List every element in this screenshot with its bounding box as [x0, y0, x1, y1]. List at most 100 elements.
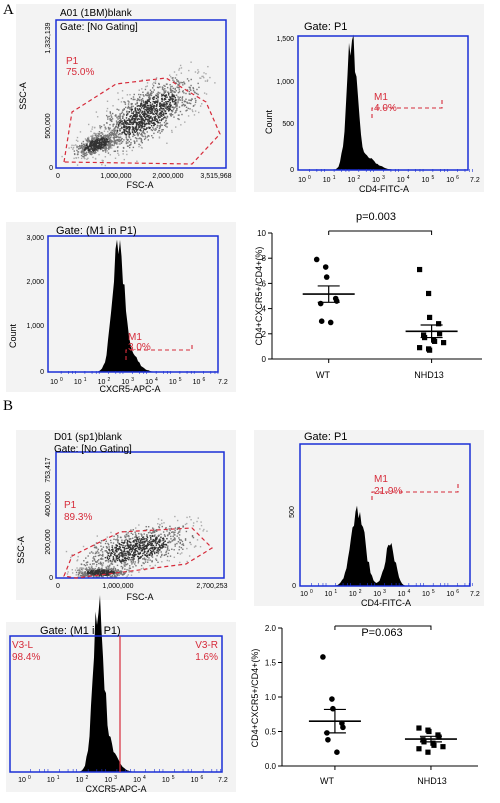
event-dot [171, 100, 174, 102]
event-dot [114, 150, 117, 152]
event-dot [161, 86, 164, 88]
event-dot [139, 96, 141, 99]
event-dot [142, 562, 144, 564]
event-dot [122, 146, 125, 149]
event-dot [92, 149, 94, 152]
event-dot [105, 138, 108, 140]
event-dot [168, 92, 170, 95]
event-dot [184, 523, 187, 526]
event-dot [114, 140, 116, 142]
event-dot [176, 108, 178, 110]
event-dot [136, 119, 139, 121]
a3-xtick: 10 [74, 379, 82, 386]
event-dot [85, 146, 87, 149]
flow-plot-b2: Gate: P1 M1 21.9% 500 0 10 0 10 1 10 2 10 3 10 4 1… [254, 430, 484, 608]
event-dot [139, 121, 142, 123]
event-dot [148, 96, 151, 98]
event-dot [154, 102, 156, 104]
event-dot [152, 528, 155, 530]
event-dot [156, 530, 158, 532]
b2-ytick: 500 [289, 506, 296, 518]
event-dot [139, 116, 142, 118]
event-dot [116, 574, 119, 577]
event-dot [94, 139, 97, 142]
event-dot [98, 133, 100, 135]
event-dot [100, 139, 103, 141]
event-dot [141, 127, 143, 129]
event-dot [94, 144, 97, 146]
data-point [440, 744, 446, 750]
event-dot [108, 564, 111, 567]
dot-plot-b-annotation: P=0.063 [361, 627, 402, 639]
event-dot [167, 547, 169, 549]
event-dot [89, 151, 91, 154]
event-dot [67, 571, 69, 573]
event-dot [105, 572, 107, 574]
event-dot [173, 71, 176, 73]
event-dot [100, 562, 102, 565]
event-dot [104, 569, 106, 571]
event-dot [144, 111, 146, 113]
event-dot [80, 563, 83, 566]
event-dot [162, 114, 165, 116]
event-dot [153, 119, 155, 122]
event-dot [143, 546, 146, 548]
event-dot [149, 104, 152, 106]
event-dot [108, 557, 111, 559]
event-dot [171, 89, 174, 92]
event-dot [105, 570, 108, 573]
event-dot [109, 139, 112, 141]
event-dot [125, 538, 127, 541]
event-dot [98, 140, 101, 143]
event-dot [151, 534, 154, 537]
event-dot [146, 82, 149, 84]
event-dot [135, 550, 138, 552]
event-dot [147, 108, 149, 110]
event-dot [158, 129, 160, 132]
event-dot [86, 564, 88, 566]
event-dot [127, 545, 129, 547]
event-dot [150, 112, 152, 114]
a3-ytick: 1,000 [26, 323, 44, 330]
event-dot [121, 539, 123, 541]
event-dot [186, 516, 188, 519]
a1-xtick: 3,515,968 [200, 173, 231, 180]
event-dot [147, 100, 150, 103]
event-dot [131, 556, 133, 559]
event-dot [124, 558, 126, 560]
event-dot [94, 134, 97, 137]
event-dot [149, 559, 151, 561]
event-dot [143, 552, 145, 554]
event-dot [171, 96, 173, 98]
event-dot [189, 93, 191, 96]
event-dot [82, 567, 85, 569]
event-dot [144, 119, 146, 121]
event-dot [150, 108, 153, 110]
event-dot [102, 572, 104, 575]
dot-plot-b-y-label: CD4+CXCR5+/CD4+(%) [250, 649, 260, 748]
event-dot [143, 538, 145, 540]
event-dot [142, 111, 144, 113]
event-dot [76, 145, 78, 147]
data-point [416, 746, 422, 752]
event-dot [107, 126, 110, 129]
event-dot [85, 139, 88, 141]
event-dot [147, 92, 149, 95]
event-dot [189, 88, 191, 90]
event-dot [150, 94, 152, 96]
event-dot [180, 539, 182, 541]
event-dot [157, 551, 160, 553]
event-dot [99, 139, 102, 141]
event-dot [166, 555, 169, 558]
event-dot [98, 144, 100, 147]
event-dot [100, 137, 103, 139]
event-dot [100, 549, 102, 552]
event-dot [93, 141, 95, 143]
event-dot [87, 555, 89, 557]
event-dot [105, 540, 108, 542]
event-dot [129, 108, 131, 110]
event-dot [144, 100, 147, 103]
event-dot [114, 575, 116, 577]
event-dot [115, 139, 117, 141]
event-dot [145, 109, 148, 112]
